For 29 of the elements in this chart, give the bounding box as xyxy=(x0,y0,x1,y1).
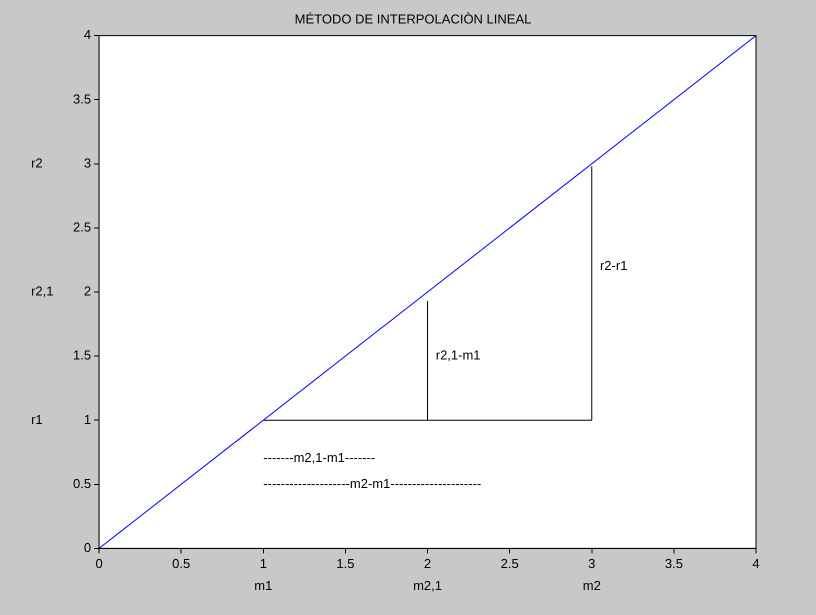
y-tick-label: 0.5 xyxy=(72,476,92,491)
y-tick-label: 1 xyxy=(84,412,92,427)
y-tick-label: 3 xyxy=(84,155,92,170)
x-tick-label: 0 xyxy=(95,556,103,571)
text: r2,1 xyxy=(31,284,54,299)
y-tick-label: 0 xyxy=(84,540,92,555)
text: m1 xyxy=(254,578,272,593)
annotation: -------m2,1-m1------- xyxy=(263,450,376,466)
y-tick-label: 3.5 xyxy=(72,91,92,106)
text: r1 xyxy=(31,412,43,427)
x-tick-label: 0.5 xyxy=(172,556,190,571)
text: m2,1 xyxy=(413,578,442,593)
annotation: r2,1-m1 xyxy=(436,348,481,363)
chart-title: MÉTODO DE INTERPOLACIÒN LINEAL xyxy=(294,11,532,26)
y-tick-label: 2 xyxy=(84,284,92,299)
x-tick-label: 3.5 xyxy=(664,556,683,571)
x-tick-label: 1 xyxy=(260,556,267,571)
annotation: r2-r1 xyxy=(600,258,628,273)
x-tick-label: 2.5 xyxy=(500,556,519,571)
text: m2 xyxy=(582,578,601,593)
x-tick-label: 1.5 xyxy=(336,556,354,571)
text: r2 xyxy=(31,155,43,170)
y-tick-label: 1.5 xyxy=(72,348,92,363)
y-tick-label: 2.5 xyxy=(72,219,92,234)
y-tick-label: 4 xyxy=(84,27,92,42)
annotation: --------------------m2-m1--------------------- xyxy=(263,476,482,491)
x-tick-label: 2 xyxy=(424,556,432,571)
x-tick-label: 4 xyxy=(752,556,760,571)
x-tick-label: 3 xyxy=(588,556,596,571)
